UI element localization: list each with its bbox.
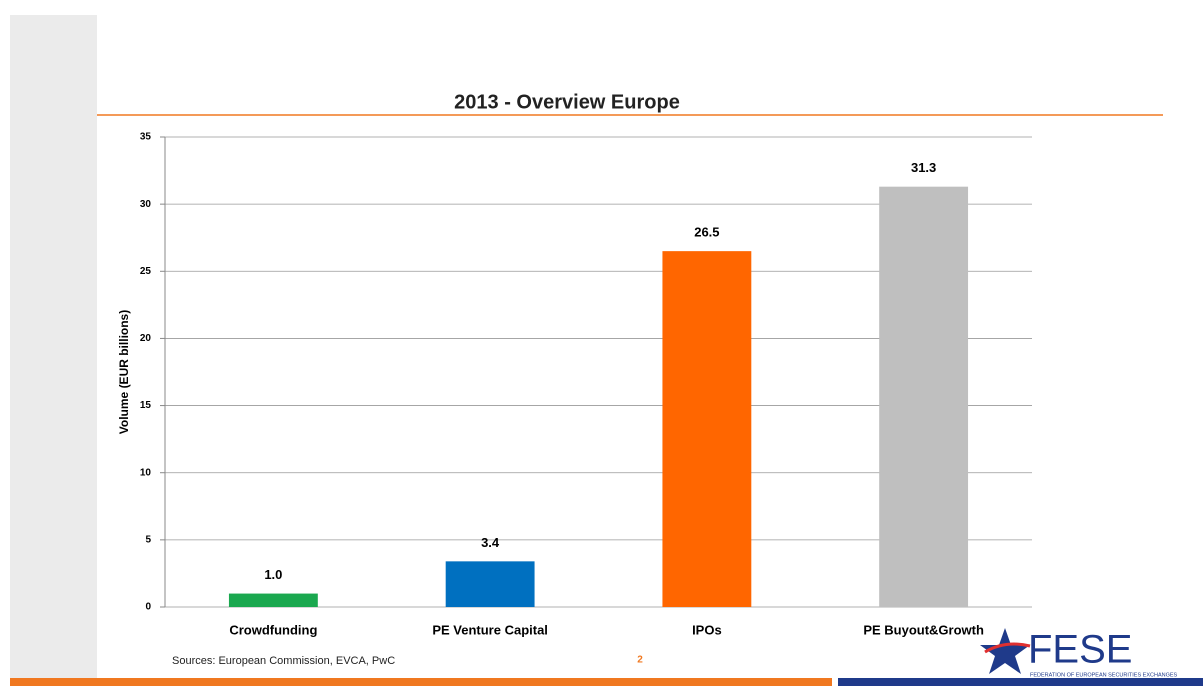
bar xyxy=(228,593,318,607)
logo-swoosh xyxy=(984,642,1031,654)
logo: FESE FEDERATION OF EUROPEAN SECURITIES E… xyxy=(980,628,1178,678)
y-tick-label: 30 xyxy=(140,199,152,210)
bar xyxy=(662,251,752,607)
x-tick-label: PE Venture Capital xyxy=(432,622,548,637)
data-label: 26.5 xyxy=(694,225,719,240)
bar xyxy=(879,186,969,607)
chart-title: 2013 - Overview Europe xyxy=(454,91,680,113)
logo-name: FESE xyxy=(1028,628,1132,672)
data-label: 3.4 xyxy=(481,535,500,550)
x-tick-label: IPOs xyxy=(692,622,722,637)
logo-star xyxy=(980,628,1030,674)
y-tick-label: 15 xyxy=(140,400,152,411)
source-note: Sources: European Commission, EVCA, PwC xyxy=(172,655,395,667)
x-tick-label: PE Buyout&Growth xyxy=(863,622,984,637)
side-panel xyxy=(10,15,97,686)
y-tick-label: 5 xyxy=(145,534,151,545)
y-tick-label: 35 xyxy=(140,132,152,143)
y-tick-label: 20 xyxy=(140,333,152,344)
page-number: 2 xyxy=(637,655,643,666)
footer-bar-blue xyxy=(838,678,1203,686)
data-label: 1.0 xyxy=(264,567,282,582)
y-axis-label: Volume (EUR billions) xyxy=(117,310,131,434)
logo-tagline: FEDERATION OF EUROPEAN SECURITIES EXCHAN… xyxy=(1030,672,1178,678)
data-label: 31.3 xyxy=(911,160,936,175)
footer-bar-orange xyxy=(10,678,832,686)
x-tick-label: Crowdfunding xyxy=(229,622,317,637)
y-tick-label: 25 xyxy=(140,266,152,277)
y-tick-label: 10 xyxy=(140,467,152,478)
bar xyxy=(445,561,535,607)
y-tick-label: 0 xyxy=(145,602,151,613)
